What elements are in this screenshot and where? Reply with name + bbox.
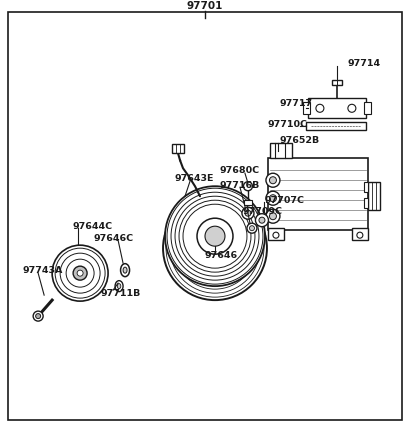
Bar [351,228,367,240]
Circle shape [272,232,278,238]
Ellipse shape [269,213,276,220]
Bar [267,158,367,230]
Bar [307,98,365,118]
Bar [172,144,184,153]
Circle shape [163,196,266,300]
Circle shape [165,186,264,286]
Circle shape [243,182,252,191]
Ellipse shape [269,195,276,202]
Circle shape [241,207,253,219]
Text: 97643E: 97643E [173,174,213,183]
Bar [363,198,367,208]
Bar [363,102,370,114]
Text: 97646: 97646 [204,251,238,260]
Ellipse shape [120,264,129,277]
Ellipse shape [123,267,127,273]
Text: 97743A: 97743A [22,266,63,275]
Text: 97644C: 97644C [72,222,112,231]
Circle shape [36,314,40,319]
Circle shape [195,228,234,268]
Bar [367,182,379,210]
Text: 97680C: 97680C [220,166,259,175]
Text: 97716B: 97716B [220,181,260,190]
Ellipse shape [265,209,279,223]
Circle shape [255,214,268,227]
Circle shape [249,226,254,231]
Circle shape [202,235,227,261]
Text: 97710C: 97710C [267,120,307,129]
Bar [269,143,291,158]
Circle shape [33,311,43,321]
Text: 97701: 97701 [187,1,222,11]
Text: 97707C: 97707C [264,196,304,205]
Circle shape [258,217,264,223]
Bar [363,182,367,192]
Circle shape [246,223,256,233]
Circle shape [347,104,355,112]
Text: 97714: 97714 [347,59,380,68]
Ellipse shape [269,177,276,184]
Bar [331,80,341,85]
Text: 97709C: 97709C [243,207,282,215]
Circle shape [244,210,250,216]
Bar [302,102,309,114]
Circle shape [356,232,362,238]
Bar [305,122,365,130]
Text: 97717: 97717 [279,99,312,108]
Circle shape [73,266,87,280]
Circle shape [197,218,232,254]
Bar [243,200,252,205]
Ellipse shape [265,173,279,187]
Text: 97711B: 97711B [100,289,140,297]
Text: 97646C: 97646C [93,234,133,243]
Text: 97652B: 97652B [279,136,319,145]
Bar [267,228,283,240]
Ellipse shape [265,191,279,205]
Circle shape [315,104,323,112]
Circle shape [77,270,83,276]
Ellipse shape [117,284,121,289]
Ellipse shape [115,280,123,292]
Circle shape [52,245,108,301]
Circle shape [204,226,225,246]
